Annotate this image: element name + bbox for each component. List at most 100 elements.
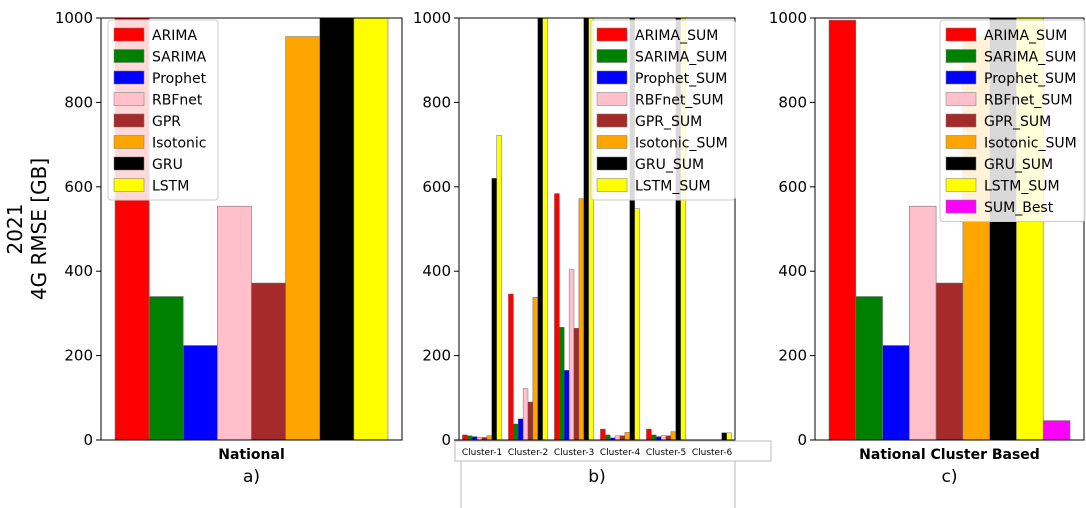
bar-sarima-sum-cluster-3 (559, 327, 565, 441)
legend-label-sum-best: SUM_Best (984, 200, 1054, 216)
bar-sarima-sum-cluster-1 (467, 435, 473, 441)
legend-swatch-gru-sum (596, 156, 628, 171)
bar-prophet-sum (882, 345, 910, 441)
legend-label-rbfnet-sum: RBFnet_SUM (635, 93, 724, 109)
y-tick-label: 1000 (413, 9, 451, 27)
bar-lstm-sum-cluster-2 (542, 17, 548, 441)
x-axis-label: National Cluster Based (859, 447, 1040, 463)
legend-swatch-prophet (113, 70, 145, 85)
legend-label-prophet: Prophet (152, 71, 207, 87)
bar-rbfnet (217, 205, 252, 441)
x-tick-label-cluster-3: Cluster-3 (554, 448, 594, 458)
panel-label: b) (588, 467, 605, 487)
y-tick-label: 800 (422, 93, 451, 111)
y-tick-label: 800 (778, 93, 807, 111)
panel-b-clusters: 0 200 400 600 800 1000 ARIMA_SUM SARIMA_SUM Prop… (413, 9, 772, 508)
bar-sarima-sum-cluster-5 (651, 434, 657, 441)
bar-rbfnet-sum-cluster-4 (614, 435, 621, 441)
bar-gpr (251, 282, 286, 441)
legend-swatch-isotonic (113, 135, 145, 149)
bar-gpr-sum-cluster-3 (573, 327, 580, 441)
y-tick-label: 400 (422, 262, 451, 280)
y-tick-label: 400 (64, 262, 93, 280)
bar-arima-sum-cluster-2 (508, 293, 514, 441)
legend-swatch-prophet-sum (945, 70, 977, 85)
bar-sarima-sum (855, 296, 883, 441)
x-tick-label-cluster-4: Cluster-4 (600, 448, 641, 458)
bar-arima-sum-cluster-3 (554, 193, 560, 441)
y-tick-label: 1000 (55, 9, 93, 27)
y-tick-label: 600 (778, 178, 807, 196)
legend-swatch-rbfnet-sum (596, 92, 628, 106)
legend-swatch-sarima (113, 49, 145, 63)
legend-label-rbfnet: RBFnet (152, 93, 203, 109)
legend-label-rbfnet-sum: RBFnet_SUM (984, 93, 1073, 109)
legend: ARIMA_SUM SARIMA_SUM Prophet_SUM RBFnet_SUM… (939, 19, 1086, 222)
legend-label-lstm: LSTM (152, 179, 189, 195)
y-tick-label: 600 (422, 178, 451, 196)
legend-swatch-arima (113, 27, 145, 42)
bar-lstm-sum-cluster-1 (496, 135, 502, 441)
bar-prophet-sum-cluster-5 (656, 436, 662, 441)
legend-swatch-gru (113, 156, 145, 171)
bar-sarima-sum-cluster-4 (605, 434, 611, 441)
bar-arima-sum (828, 19, 857, 441)
legend-swatch-arima-sum (596, 27, 628, 42)
bar-gpr-sum-cluster-4 (619, 435, 626, 441)
legend-label-lstm-sum: LSTM_SUM (984, 179, 1060, 195)
legend-swatch-rbfnet-sum (945, 92, 977, 106)
legend-label-gru: GRU (152, 157, 183, 173)
bar-arima-sum-cluster-4 (600, 428, 606, 441)
bar-rbfnet-sum (909, 205, 937, 441)
y-tick-label: 0 (83, 431, 93, 449)
y-tick-label: 200 (778, 347, 807, 365)
legend-label-gpr: GPR (152, 114, 181, 130)
legend-box (107, 19, 219, 201)
legend-label-isotonic: Isotonic (152, 136, 207, 152)
bar-isotonic (285, 36, 321, 441)
legend-swatch-isotonic-sum (596, 135, 628, 149)
legend-box (590, 19, 736, 201)
legend: ARIMA_SUM SARIMA_SUM Prophet_SUM RBFnet_SUM… (590, 19, 736, 201)
x-tick-label-cluster-2: Cluster-2 (508, 448, 548, 458)
legend-swatch-rbfnet (113, 92, 145, 106)
bar-gpr-sum-cluster-5 (665, 435, 672, 441)
legend-label-gru-sum: GRU_SUM (635, 157, 704, 173)
bar-rbfnet-sum-cluster-3 (568, 269, 575, 441)
bar-arima-sum-cluster-1 (462, 434, 468, 441)
bar-lstm-sum-cluster-6 (726, 432, 732, 441)
legend-label-isotonic-sum: Isotonic_SUM (984, 136, 1077, 152)
legend-label-gru-sum: GRU_SUM (984, 157, 1053, 173)
bar-gru-sum-cluster-1 (491, 178, 497, 441)
legend-label-lstm-sum: LSTM_SUM (635, 179, 711, 195)
panel-a-national: 0 200 400 600 800 1000 ARIMA SARIMA Prophet RBFne… (55, 9, 403, 487)
bar-gpr-sum (935, 282, 964, 441)
legend-swatch-isotonic-sum (945, 135, 977, 149)
plot-frame (458, 17, 736, 441)
bar-lstm (353, 17, 389, 441)
legend-swatch-gru-sum (945, 156, 977, 171)
bar-isotonic-sum-cluster-2 (532, 297, 538, 441)
x-tick-label-cluster-1: Cluster-1 (462, 448, 502, 458)
panel-label: a) (243, 467, 260, 487)
bar-isotonic-sum-cluster-4 (624, 432, 630, 441)
legend-label-isotonic-sum: Isotonic_SUM (635, 136, 728, 152)
bar-gru-sum-cluster-3 (583, 17, 589, 441)
bar-rbfnet-sum-cluster-2 (522, 388, 529, 441)
bar-arima-sum-cluster-5 (646, 428, 652, 441)
legend-label-prophet-sum: Prophet_SUM (635, 71, 727, 87)
legend-swatch-lstm (113, 178, 145, 192)
bar-sarima (148, 296, 184, 441)
bar-sum-best (1042, 420, 1071, 441)
legend-box (939, 19, 1086, 222)
x-axis-label: National (218, 447, 285, 463)
legend-label-sarima-sum: SARIMA_SUM (984, 50, 1076, 66)
y-tick-label: 0 (797, 431, 807, 449)
legend-swatch-sarima-sum (945, 49, 977, 63)
legend-swatch-sum-best (945, 199, 977, 214)
cluster-label-table: Cluster-1 Cluster-2 Cluster-3 Cluster-4 Clus… (454, 440, 772, 508)
bar-rbfnet-sum-cluster-5 (660, 435, 667, 441)
bar-prophet-sum-cluster-1 (472, 436, 478, 441)
bar-isotonic-sum-cluster-5 (670, 431, 676, 441)
bar-prophet-sum-cluster-2 (518, 418, 524, 441)
